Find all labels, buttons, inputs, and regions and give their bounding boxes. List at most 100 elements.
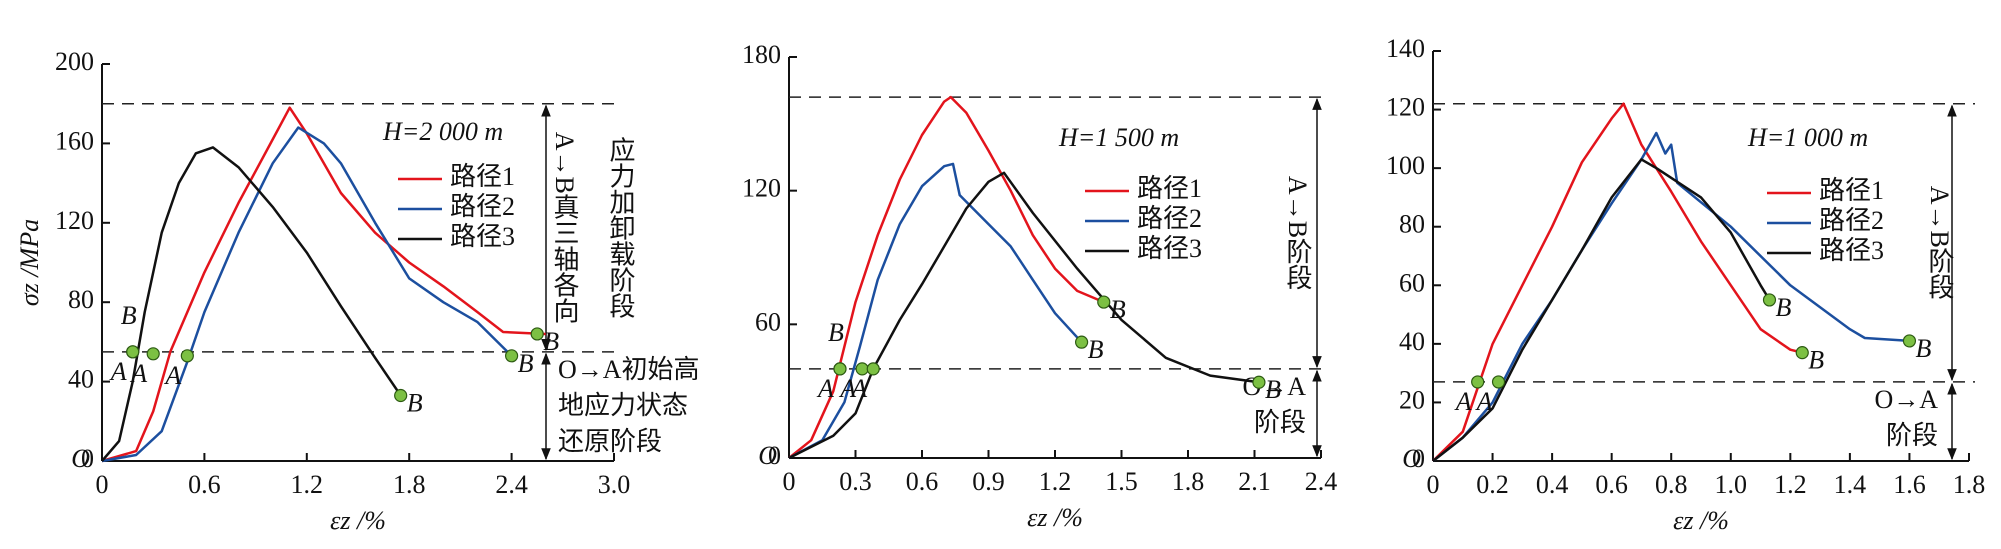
point-label: B (121, 301, 137, 330)
y-tick-label: 200 (55, 47, 94, 76)
x-tick-label: 0.4 (1536, 470, 1569, 499)
legend-label: 路径2 (450, 192, 515, 221)
point-marker (1074, 335, 1089, 349)
x-tick-label: 0.8 (1655, 470, 1688, 499)
x-tick-label: 1.2 (1774, 470, 1807, 499)
x-tick-label: 0.6 (1595, 470, 1628, 499)
point-label: A (816, 374, 834, 403)
legend-label: 路径2 (1137, 204, 1202, 233)
x-tick-label: 1.4 (1834, 470, 1867, 499)
x-tick-label: 1.0 (1715, 470, 1748, 499)
series-line (1432, 158, 1771, 462)
point-label: B (1088, 335, 1104, 364)
point-marker (1762, 293, 1777, 307)
x-tick-label: 1.2 (1039, 467, 1072, 496)
point-marker (530, 327, 544, 341)
point-marker (126, 345, 140, 359)
stage-label: 阶段 (1254, 408, 1306, 437)
y-tick-label: 120 (742, 174, 781, 203)
legend-label: 路径3 (450, 222, 515, 251)
stage-label: 地应力状态 (558, 391, 688, 420)
origin-label: O (758, 441, 777, 470)
y-tick-label: 80 (68, 285, 94, 314)
y-tick-label: 60 (755, 307, 781, 336)
series-line (101, 146, 402, 462)
x-tick-label: 0.2 (1476, 470, 1509, 499)
x-tick-label: 0 (96, 470, 109, 499)
point-marker (1471, 375, 1485, 389)
point-marker (394, 388, 408, 403)
y-tick-label: 80 (1399, 210, 1425, 239)
point-label: A (129, 359, 147, 388)
condition-label: H=1 500 m (1058, 123, 1179, 152)
point-marker (1491, 375, 1506, 389)
x-axis-label: εz /% (1673, 506, 1729, 535)
point-label: A (1454, 387, 1472, 416)
point-marker (505, 349, 519, 363)
point-label: B (518, 349, 534, 378)
origin-label: O (71, 444, 90, 473)
point-label: A (109, 357, 127, 386)
x-axis-label: εz /% (1027, 503, 1083, 532)
legend-label: 路径1 (1137, 174, 1202, 203)
y-tick-label: 0 (768, 441, 781, 470)
x-tick-label: 2.4 (495, 470, 528, 499)
legend-label: 路径3 (1137, 234, 1202, 263)
series-line (788, 95, 1105, 459)
y-tick-label: 40 (1399, 327, 1425, 356)
point-label: A (163, 361, 181, 390)
point-label: A (838, 374, 856, 403)
point-label: B (828, 318, 844, 347)
x-tick-label: 0.6 (906, 467, 939, 496)
point-marker (1097, 295, 1111, 309)
x-tick-label: 0.3 (839, 467, 872, 496)
point-marker (833, 362, 847, 376)
legend-label: 路径3 (1819, 236, 1884, 265)
series-line (788, 171, 1260, 460)
point-label: B (1808, 346, 1824, 375)
y-tick-label: 180 (742, 40, 781, 69)
x-tick-label: 2.1 (1238, 467, 1271, 496)
x-tick-label: 0.9 (972, 467, 1005, 496)
point-label: B (543, 327, 559, 356)
series-line (1432, 102, 1803, 462)
y-tick-label: 40 (68, 365, 94, 394)
point-marker (1795, 346, 1809, 360)
point-label: A (849, 374, 867, 403)
stage-label: 还原阶段 (558, 427, 662, 456)
point-label: B (1110, 295, 1126, 324)
point-marker (146, 347, 160, 361)
x-tick-label: 0 (783, 467, 796, 496)
point-label: B (1915, 334, 1931, 363)
x-tick-label: 0 (1427, 470, 1440, 499)
y-tick-label: 140 (1386, 34, 1425, 63)
stage-label: O→A初始高 (558, 355, 700, 384)
y-tick-label: 20 (1399, 385, 1425, 414)
y-axis-label: σz /MPa (15, 219, 44, 306)
point-label: B (1265, 375, 1281, 404)
series-line (1432, 131, 1910, 462)
x-tick-label: 1.6 (1893, 470, 1926, 499)
stage-label: 应力加卸载阶段 (606, 137, 635, 319)
stage-label: O→A (1874, 385, 1938, 414)
point-label: B (407, 388, 423, 417)
x-tick-label: 1.8 (393, 470, 426, 499)
point-label: A (1475, 387, 1493, 416)
point-label: B (1776, 293, 1792, 322)
condition-label: H=2 000 m (382, 117, 503, 146)
stage-label: A→B阶段 (1925, 186, 1954, 300)
point-marker (1902, 334, 1917, 348)
x-tick-label: 3.0 (598, 470, 631, 499)
legend-label: 路径1 (1819, 176, 1884, 205)
condition-label: H=1 000 m (1747, 123, 1868, 152)
y-tick-label: 0 (81, 444, 94, 473)
stage-label: A→B阶段 (1283, 176, 1312, 290)
y-tick-label: 120 (55, 206, 94, 235)
y-tick-label: 0 (1412, 444, 1425, 473)
point-marker (180, 349, 194, 363)
stage-label: A→B真三轴各向 (550, 132, 579, 324)
x-tick-label: 1.2 (291, 470, 324, 499)
x-tick-label: 0.6 (188, 470, 221, 499)
x-tick-label: 2.4 (1305, 467, 1338, 496)
